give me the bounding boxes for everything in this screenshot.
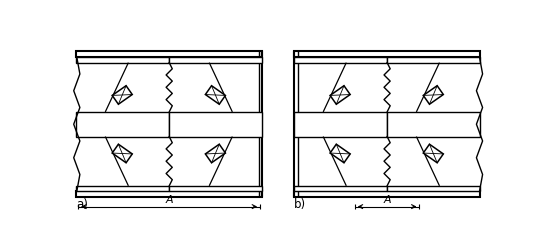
Polygon shape (206, 144, 225, 163)
Bar (294, 191, 480, 197)
Polygon shape (112, 144, 132, 163)
Bar (76, 112, 169, 137)
Bar (169, 57, 262, 63)
Polygon shape (423, 144, 443, 163)
Text: A: A (383, 195, 391, 205)
Text: A: A (165, 195, 173, 205)
Bar (76, 51, 262, 57)
Bar (387, 57, 480, 63)
Polygon shape (112, 86, 132, 104)
Bar (169, 112, 262, 137)
Text: a): a) (76, 198, 88, 211)
Bar (169, 186, 262, 191)
Polygon shape (330, 86, 350, 104)
Polygon shape (206, 86, 225, 104)
Text: b): b) (294, 198, 306, 211)
Bar (294, 186, 387, 191)
Polygon shape (423, 86, 443, 104)
Bar (387, 112, 480, 137)
Bar (294, 51, 480, 57)
Bar (387, 186, 480, 191)
Bar (294, 112, 387, 137)
Bar (76, 57, 169, 63)
Bar (294, 57, 387, 63)
Bar (76, 186, 169, 191)
Polygon shape (330, 144, 350, 163)
Bar (76, 191, 262, 197)
